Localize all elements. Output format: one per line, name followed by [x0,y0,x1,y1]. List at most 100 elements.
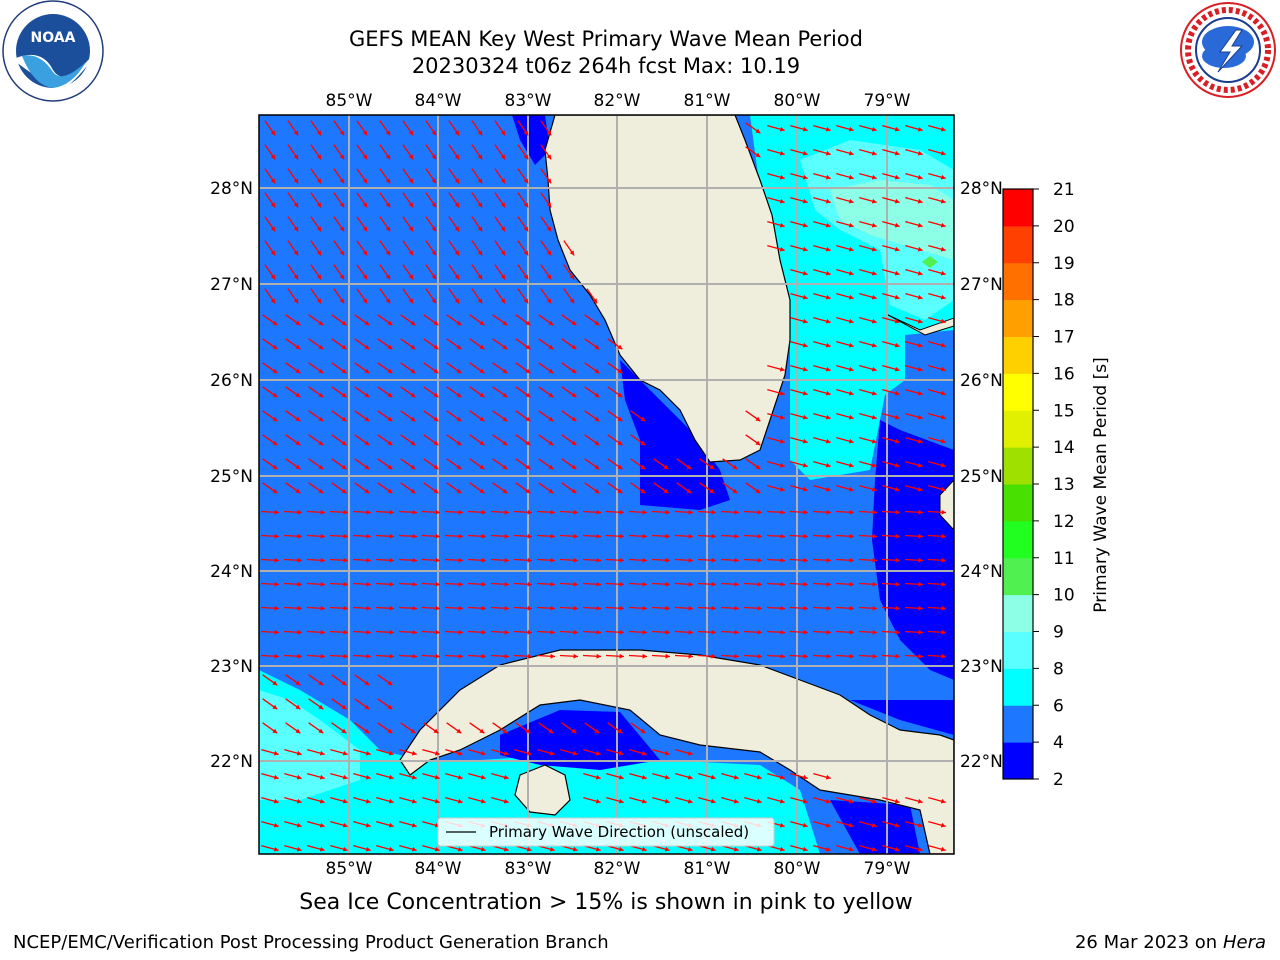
wave-arrow-head [456,392,462,398]
wave-arrow-head [802,846,808,852]
wave-arrow-head [688,605,693,611]
wave-arrow-head [318,464,324,470]
wave-arrow-head [871,822,877,828]
wave-arrow-head [594,464,600,470]
legend-label: Primary Wave Direction (unscaled) [489,823,749,841]
wave-arrow-head [320,509,325,515]
wave-arrow-head [803,557,808,563]
wave-arrow-head [527,509,532,515]
wave-arrow-head [410,728,416,734]
lat-label-right: 25°N [960,467,1003,487]
wave-arrow-head [342,846,348,852]
region-period-2-4-florida-bay [620,360,730,510]
wave-arrow-head [411,774,417,780]
wave-arrow-head [941,653,946,659]
wave-arrow-head [457,774,463,780]
wave-arrow-head [525,440,531,446]
wave-arrow-head [895,653,900,659]
wave-arrow-head [270,226,276,232]
wave-arrow-head [385,154,391,160]
wave-arrow-head [940,414,946,420]
wave-arrow-head [894,150,900,156]
wave-arrow-head [365,774,371,780]
wave-arrow-head [525,728,531,734]
wave-arrow-head [802,390,808,396]
wave-arrow-head [272,416,278,422]
wave-arrow-head [387,416,393,422]
wave-arrow-head [803,509,808,515]
wave-arrow-head [433,464,439,470]
land-cuba [399,649,954,854]
wave-arrow-head [523,154,529,160]
wave-arrow-head [664,798,670,804]
wave-arrow-head [548,368,554,374]
wave-arrow-head [941,557,946,563]
wave-arrow-head [825,846,831,852]
wave-arrow-head [408,226,414,232]
lon-label-top: 80°W [774,91,821,111]
wave-arrow-head [293,274,299,280]
wave-arrow-head [341,344,347,350]
wave-arrow-head [826,557,831,563]
wave-arrow-head [270,130,276,136]
wave-arrow-head [527,605,532,611]
wave-arrow-head [477,298,483,304]
wave-arrow-head [525,368,531,374]
wave-arrow-head [665,533,670,539]
lat-label-left: 27°N [210,275,253,295]
wave-arrow-head [826,629,831,635]
colorbar-segment [1003,299,1033,337]
wave-arrow-head [918,605,923,611]
wave-arrow-head [481,557,486,563]
wave-arrow-head [274,533,279,539]
wave-arrow-head [550,605,555,611]
wave-arrow-head [479,392,485,398]
chart-subtitle: 20230324 t06z 264h fcst Max: 10.19 [411,54,801,78]
wave-arrow-head [274,653,279,659]
wave-arrow-head [895,581,900,587]
wave-arrow-head [640,728,646,734]
wave-arrow-head [665,557,670,563]
wave-arrow-head [825,414,831,420]
wave-arrow-head [872,581,877,587]
wave-arrow-head [385,226,391,232]
wave-arrow-head [458,605,463,611]
wave-arrow-head [849,629,854,635]
wave-arrow-head [918,629,923,635]
wave-arrow-head [500,274,506,280]
wave-arrow-head [525,344,531,350]
wave-arrow-head [316,274,322,280]
wave-arrow-head [573,605,578,611]
lon-label-bottom: 83°W [505,859,552,879]
wave-arrow-head [454,274,460,280]
wave-arrow-head [709,488,715,494]
wave-arrow-head [917,846,923,852]
wave-arrow-head [362,298,368,304]
wave-arrow-head [412,581,417,587]
wave-arrow-head [711,653,716,659]
wave-arrow-head [431,178,437,184]
wave-arrow-head [642,605,647,611]
wave-arrow-head [318,344,324,350]
wave-arrow-head [320,629,325,635]
wave-arrow-head [479,728,485,734]
wave-arrow-head [617,344,623,350]
wave-arrow-head [504,605,509,611]
wave-arrow-head [849,581,854,587]
colorbar-segment [1003,447,1033,485]
wave-arrow-head [387,464,393,470]
wave-arrow-head [780,629,785,635]
wave-arrow-head [296,822,302,828]
wave-arrow-head [272,368,278,374]
wave-arrow-head [617,392,623,398]
wave-arrow-head [848,822,854,828]
wave-arrow-head [710,774,716,780]
wave-arrow-head [848,342,854,348]
wave-arrow-head [389,533,394,539]
wave-arrow-head [894,390,900,396]
wave-arrow-head [848,126,854,132]
wave-arrow-head [433,416,439,422]
wave-arrow-head [293,226,299,232]
wave-arrow-head [665,509,670,515]
wave-arrow-head [825,366,831,372]
